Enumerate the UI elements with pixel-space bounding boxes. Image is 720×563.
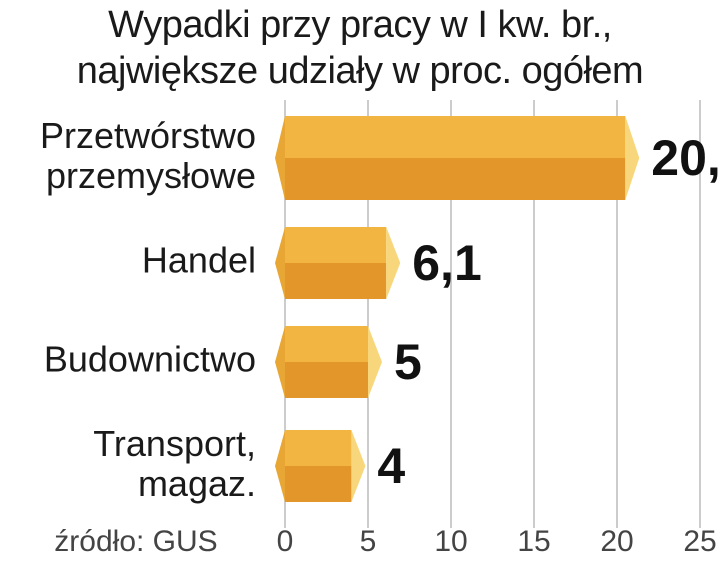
category-label: Przetwórstwo przemysłowe — [36, 115, 256, 196]
value-label: 6,1 — [412, 235, 482, 291]
bar-start — [275, 116, 285, 200]
category-label: Budownictwo — [44, 339, 256, 380]
bar — [275, 227, 401, 299]
source: źródło: GUS — [54, 525, 217, 558]
bar — [275, 116, 640, 200]
x-tick-label: 15 — [517, 525, 550, 558]
bar — [275, 430, 366, 502]
bar-bottom — [285, 362, 368, 398]
bar-bottom — [285, 158, 626, 200]
bar-top — [285, 430, 352, 466]
x-tick-label: 10 — [434, 525, 467, 558]
bar-cap — [386, 227, 401, 299]
category-label: Handel — [142, 240, 256, 281]
bar-top — [285, 227, 387, 263]
bar-bottom — [285, 263, 387, 299]
x-tick-label: 20 — [600, 525, 633, 558]
category-label: Transport, magaz. — [93, 423, 256, 504]
bar-cap — [368, 326, 382, 398]
bar-cap — [625, 116, 640, 200]
bar-top — [285, 116, 626, 158]
value-label: 20,5 — [651, 130, 720, 186]
chart-title: Wypadki przy pracy w I kw. br., najwięks… — [76, 4, 644, 92]
bar-start — [275, 326, 285, 398]
bar-top — [285, 326, 368, 362]
x-tick-label: 5 — [360, 525, 377, 558]
value-label: 5 — [394, 334, 422, 390]
bar-bottom — [285, 466, 352, 502]
x-tick-label: 25 — [683, 525, 716, 558]
x-tick-label: 0 — [277, 525, 294, 558]
bar — [275, 326, 382, 398]
value-label: 4 — [377, 438, 405, 494]
bar-start — [275, 227, 285, 299]
bar-start — [275, 430, 285, 502]
bar-cap — [351, 430, 366, 502]
